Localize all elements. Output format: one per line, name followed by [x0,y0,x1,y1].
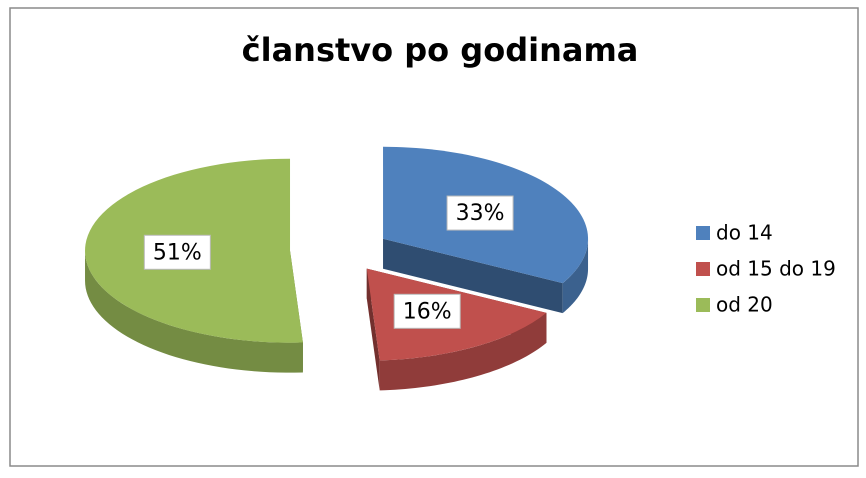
legend-label: od 20 [716,293,773,317]
data-label-box [143,234,211,270]
data-label-box [446,195,514,231]
slice-side [366,268,380,391]
slice-side [562,238,589,314]
slice-side [85,250,303,373]
legend-swatch [696,262,710,276]
legend-swatch [696,226,710,240]
data-label: 16% [403,299,452,324]
chart-title: članstvo po godinama [242,31,639,69]
data-label: 33% [456,201,505,226]
data-label-box [393,293,461,329]
legend-swatch [696,298,710,312]
legend-label: od 15 do 19 [716,257,836,281]
slice-side [383,238,563,314]
slice-side [379,312,547,391]
data-label: 51% [153,240,202,265]
legend-label: do 14 [716,221,773,245]
